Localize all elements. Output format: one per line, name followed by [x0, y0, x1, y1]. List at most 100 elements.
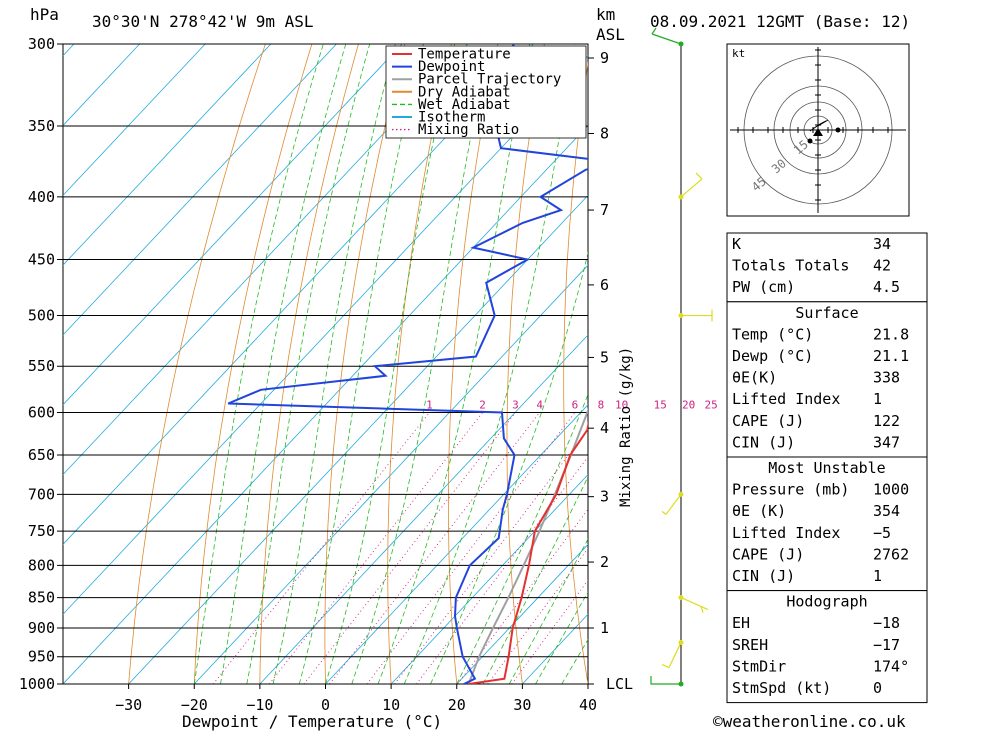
surface-value: 122 — [873, 412, 900, 430]
copyright-credit: ©weatheronline.co.uk — [713, 712, 906, 731]
km-tick-label: 6 — [600, 276, 609, 294]
x-tick-label: 40 — [579, 696, 597, 714]
x-tick-label: 30 — [513, 696, 531, 714]
legend-label: Mixing Ratio — [418, 122, 519, 138]
surface-value: 21.1 — [873, 347, 909, 365]
surface-label: CIN (J) — [732, 433, 795, 451]
most-unstable-label: CIN (J) — [732, 567, 795, 585]
pressure-tick-label: 700 — [28, 485, 55, 503]
isotherm-line — [0, 44, 8, 684]
x-tick-label: −30 — [115, 696, 142, 714]
index-value: 42 — [873, 257, 891, 275]
pressure-unit-label: hPa — [30, 5, 59, 24]
index-label: PW (cm) — [732, 278, 795, 296]
index-label: K — [732, 235, 741, 253]
most-unstable-label: Pressure (mb) — [732, 481, 849, 499]
km-tick-label: 1 — [600, 619, 609, 637]
pressure-tick-label: 350 — [28, 117, 55, 135]
mixing-ratio-label: 6 — [572, 398, 579, 411]
km-tick-label: 7 — [600, 201, 609, 219]
most-unstable-label: CAPE (J) — [732, 545, 804, 563]
km-tick-label: 4 — [600, 419, 609, 437]
pressure-tick-label: 950 — [28, 648, 55, 666]
asl-unit-label: ASL — [596, 25, 625, 44]
most-unstable-value: 1 — [873, 567, 882, 585]
hodograph-label: EH — [732, 614, 750, 632]
dry-adiabat-line — [917, 44, 1000, 684]
most-unstable-value: 2762 — [873, 545, 909, 563]
surface-value: 338 — [873, 369, 900, 387]
index-label: Totals Totals — [732, 257, 849, 275]
most-unstable-label: Lifted Index — [732, 524, 840, 542]
pressure-tick-label: 850 — [28, 589, 55, 607]
surface-label: Temp (°C) — [732, 325, 813, 343]
right-axis-label: Mixing Ratio (g/kg) — [618, 347, 634, 507]
surface-label: CAPE (J) — [732, 412, 804, 430]
mixing-ratio-label: 15 — [654, 398, 667, 411]
mixing-ratio-label: 3 — [512, 398, 519, 411]
surface-label: Dewp (°C) — [732, 347, 813, 365]
dry-adiabat-line — [672, 44, 719, 684]
km-tick-label: 9 — [600, 49, 609, 67]
hodograph-point — [808, 139, 813, 144]
most-unstable-value: −5 — [873, 524, 891, 542]
x-axis-label: Dewpoint / Temperature (°C) — [182, 712, 442, 731]
pressure-tick-label: 400 — [28, 188, 55, 206]
hodograph-point — [836, 128, 841, 133]
surface-value: 347 — [873, 433, 900, 451]
pressure-tick-label: 300 — [28, 35, 55, 53]
pressure-tick-label: 1000 — [19, 675, 55, 693]
most-unstable-value: 1000 — [873, 481, 909, 499]
mixing-ratio-label: 8 — [598, 398, 605, 411]
most-unstable-value: 354 — [873, 502, 900, 520]
wind-barb — [681, 598, 708, 613]
km-tick-label: 8 — [600, 124, 609, 142]
mixing-ratio-label: 20 — [682, 398, 695, 411]
surface-value: 21.8 — [873, 325, 909, 343]
datetime-title: 08.09.2021 12GMT (Base: 12) — [650, 12, 910, 31]
wind-barb — [681, 310, 712, 322]
hodograph-value: 174° — [873, 657, 909, 675]
km-unit-label: km — [596, 5, 615, 24]
pressure-tick-label: 800 — [28, 556, 55, 574]
x-tick-label: 20 — [448, 696, 466, 714]
km-tick-label: 5 — [600, 348, 609, 366]
surface-label: θE(K) — [732, 369, 777, 387]
hodograph-title: Hodograph — [786, 593, 867, 611]
hodograph-value: −17 — [873, 636, 900, 654]
pressure-tick-label: 500 — [28, 307, 55, 325]
pressure-tick-label: 450 — [28, 251, 55, 269]
dry-adiabat-line — [963, 44, 1000, 684]
wind-barb — [662, 643, 681, 668]
km-tick-label: 2 — [600, 553, 609, 571]
surface-title: Surface — [795, 304, 858, 322]
hodograph-value: 0 — [873, 679, 882, 697]
location-title: 30°30'N 278°42'W 9m ASL — [92, 12, 314, 31]
mixing-ratio-label: 2 — [479, 398, 486, 411]
mixing-ratio-label: 1 — [426, 398, 433, 411]
hodograph-unit: kt — [732, 47, 745, 60]
pressure-tick-label: 750 — [28, 522, 55, 540]
pressure-tick-label: 650 — [28, 446, 55, 464]
pressure-tick-label: 900 — [28, 619, 55, 637]
hodograph-label: StmDir — [732, 657, 786, 675]
mixing-ratio-label: 25 — [705, 398, 718, 411]
pressure-tick-label: 600 — [28, 403, 55, 421]
pressure-tick-label: 550 — [28, 357, 55, 375]
wind-barb-column — [651, 28, 712, 687]
stats-table: K 34 Totals Totals 42 PW (cm) 4.5 Surface Temp … — [727, 233, 927, 703]
surface-value: 1 — [873, 390, 882, 408]
hodograph-label: StmSpd (kt) — [732, 679, 831, 697]
hodograph-value: −18 — [873, 614, 900, 632]
mixing-ratio-label: 4 — [536, 398, 543, 411]
km-tick-label: 3 — [600, 488, 609, 506]
most-unstable-title: Most Unstable — [768, 459, 885, 477]
wind-barb — [651, 676, 681, 684]
index-value: 34 — [873, 235, 891, 253]
km-tick-label: LCL — [606, 675, 633, 693]
index-value: 4.5 — [873, 278, 900, 296]
